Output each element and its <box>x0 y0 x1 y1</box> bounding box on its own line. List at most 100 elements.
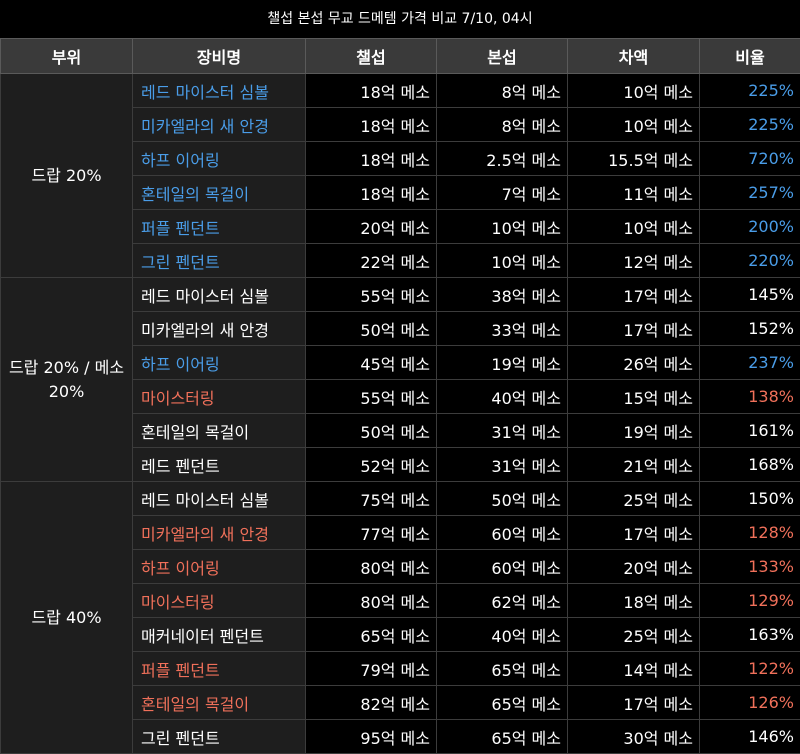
main-price: 7억 메소 <box>437 176 568 210</box>
challenger-price: 55억 메소 <box>306 278 437 312</box>
item-name: 혼테일의 목걸이 <box>133 414 306 448</box>
item-name: 레드 마이스터 심볼 <box>133 278 306 312</box>
main-price: 40억 메소 <box>437 380 568 414</box>
header-row: 부위 장비명 챌섭 본섭 차액 비율 <box>1 39 800 74</box>
price-difference: 15.5억 메소 <box>568 142 700 176</box>
challenger-price: 45억 메소 <box>306 346 437 380</box>
price-difference: 10억 메소 <box>568 108 700 142</box>
item-name: 미카엘라의 새 안경 <box>133 312 306 346</box>
price-difference: 26억 메소 <box>568 346 700 380</box>
challenger-price: 80억 메소 <box>306 550 437 584</box>
group-label: 드랍 20% <box>1 74 133 278</box>
challenger-price: 75억 메소 <box>306 482 437 516</box>
item-name: 하프 이어링 <box>133 142 306 176</box>
item-name: 퍼플 펜던트 <box>133 652 306 686</box>
price-difference: 20억 메소 <box>568 550 700 584</box>
main-price: 10억 메소 <box>437 210 568 244</box>
challenger-price: 95억 메소 <box>306 720 437 754</box>
main-price: 65억 메소 <box>437 720 568 754</box>
price-ratio: 129% <box>700 584 800 618</box>
item-name: 하프 이어링 <box>133 550 306 584</box>
challenger-price: 82억 메소 <box>306 686 437 720</box>
challenger-price: 50억 메소 <box>306 414 437 448</box>
challenger-price: 18억 메소 <box>306 142 437 176</box>
price-difference: 17억 메소 <box>568 312 700 346</box>
price-ratio: 225% <box>700 74 800 108</box>
header-difference: 차액 <box>568 39 700 74</box>
main-price: 60억 메소 <box>437 516 568 550</box>
price-ratio: 133% <box>700 550 800 584</box>
price-difference: 17억 메소 <box>568 686 700 720</box>
main-price: 10억 메소 <box>437 244 568 278</box>
item-name: 레드 마이스터 심볼 <box>133 482 306 516</box>
item-name: 레드 펜던트 <box>133 448 306 482</box>
price-difference: 25억 메소 <box>568 618 700 652</box>
header-main-price: 본섭 <box>437 39 568 74</box>
price-ratio: 122% <box>700 652 800 686</box>
price-ratio: 237% <box>700 346 800 380</box>
challenger-price: 79억 메소 <box>306 652 437 686</box>
price-difference: 21억 메소 <box>568 448 700 482</box>
item-name: 레드 마이스터 심볼 <box>133 74 306 108</box>
item-name: 마이스터링 <box>133 380 306 414</box>
challenger-price: 50억 메소 <box>306 312 437 346</box>
main-price: 62억 메소 <box>437 584 568 618</box>
price-ratio: 220% <box>700 244 800 278</box>
challenger-price: 18억 메소 <box>306 74 437 108</box>
price-ratio: 161% <box>700 414 800 448</box>
price-ratio: 163% <box>700 618 800 652</box>
challenger-price: 55억 메소 <box>306 380 437 414</box>
price-difference: 17억 메소 <box>568 278 700 312</box>
main-price: 38억 메소 <box>437 278 568 312</box>
challenger-price: 18억 메소 <box>306 108 437 142</box>
main-price: 2.5억 메소 <box>437 142 568 176</box>
main-price: 60억 메소 <box>437 550 568 584</box>
price-ratio: 126% <box>700 686 800 720</box>
item-name: 그린 펜던트 <box>133 244 306 278</box>
header-ratio: 비율 <box>700 39 800 74</box>
item-name: 미카엘라의 새 안경 <box>133 108 306 142</box>
item-name: 미카엘라의 새 안경 <box>133 516 306 550</box>
price-difference: 15억 메소 <box>568 380 700 414</box>
price-ratio: 152% <box>700 312 800 346</box>
main-price: 40억 메소 <box>437 618 568 652</box>
item-name: 혼테일의 목걸이 <box>133 176 306 210</box>
main-price: 8억 메소 <box>437 74 568 108</box>
group-label: 드랍 40% <box>1 482 133 754</box>
price-difference: 30억 메소 <box>568 720 700 754</box>
header-item-name: 장비명 <box>133 39 306 74</box>
group-label: 드랍 20% / 메소 20% <box>1 278 133 482</box>
price-ratio: 145% <box>700 278 800 312</box>
price-difference: 11억 메소 <box>568 176 700 210</box>
item-name: 하프 이어링 <box>133 346 306 380</box>
item-name: 그린 펜던트 <box>133 720 306 754</box>
main-price: 8억 메소 <box>437 108 568 142</box>
item-name: 매커네이터 펜던트 <box>133 618 306 652</box>
price-difference: 10억 메소 <box>568 74 700 108</box>
price-ratio: 138% <box>700 380 800 414</box>
price-difference: 17억 메소 <box>568 516 700 550</box>
price-difference: 25억 메소 <box>568 482 700 516</box>
price-ratio: 128% <box>700 516 800 550</box>
item-name: 마이스터링 <box>133 584 306 618</box>
main-price: 50억 메소 <box>437 482 568 516</box>
header-slot: 부위 <box>1 39 133 74</box>
challenger-price: 65억 메소 <box>306 618 437 652</box>
price-difference: 10억 메소 <box>568 210 700 244</box>
price-difference: 18억 메소 <box>568 584 700 618</box>
price-difference: 19억 메소 <box>568 414 700 448</box>
price-ratio: 150% <box>700 482 800 516</box>
price-difference: 14억 메소 <box>568 652 700 686</box>
challenger-price: 77억 메소 <box>306 516 437 550</box>
main-price: 31억 메소 <box>437 448 568 482</box>
challenger-price: 20억 메소 <box>306 210 437 244</box>
price-ratio: 720% <box>700 142 800 176</box>
challenger-price: 22억 메소 <box>306 244 437 278</box>
main-price: 65억 메소 <box>437 686 568 720</box>
price-ratio: 200% <box>700 210 800 244</box>
